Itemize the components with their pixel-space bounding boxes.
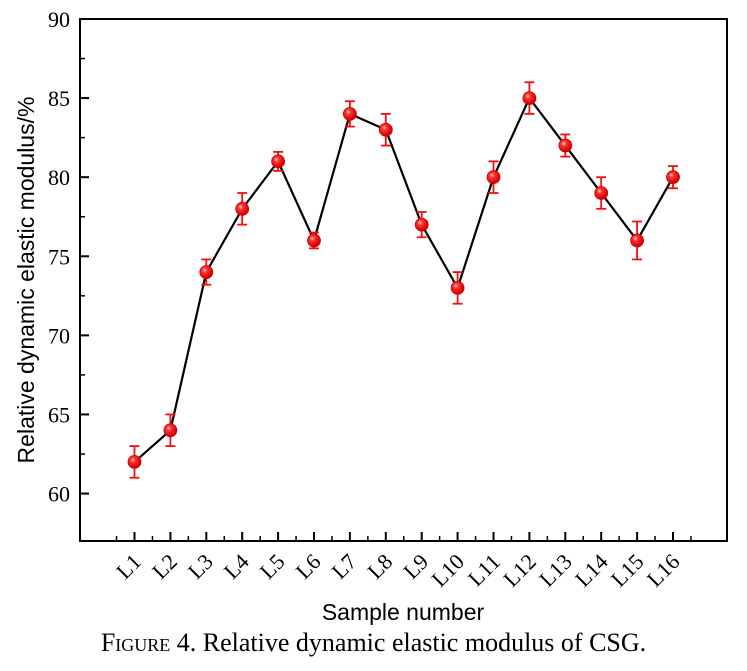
x-tick-label: L12 <box>498 549 541 592</box>
data-point <box>235 201 250 216</box>
y-tick-label: 75 <box>48 244 70 269</box>
x-tick-label: L9 <box>398 549 433 584</box>
data-point <box>630 233 644 248</box>
data-point <box>378 122 393 137</box>
data-point <box>127 455 142 469</box>
y-tick-label: 70 <box>48 323 70 348</box>
figure-caption: Figure 4. Relative dynamic elastic modul… <box>0 628 747 658</box>
x-tick-label: L16 <box>642 549 685 592</box>
data-point <box>594 186 609 200</box>
data-point <box>307 233 321 248</box>
x-tick-label: L7 <box>326 549 361 584</box>
data-point <box>558 138 573 153</box>
x-tick-label: L8 <box>362 549 397 584</box>
figure-caption-text: Relative dynamic elastic modulus of CSG. <box>202 628 647 657</box>
x-axis-title: Sample number <box>322 599 485 625</box>
plot-frame <box>79 18 728 542</box>
y-tick-label: 60 <box>48 482 70 507</box>
y-axis-title: Relative dynamic elastic modulus/% <box>13 97 39 464</box>
y-tick-label: 90 <box>48 7 70 32</box>
figure-label: Figure <box>100 628 171 657</box>
series-line <box>133 95 674 463</box>
data-point <box>486 170 501 185</box>
data-point <box>342 107 357 121</box>
data-point <box>450 281 465 295</box>
x-tick-label: L10 <box>426 549 469 592</box>
figure-number: 4. <box>176 628 197 657</box>
x-tick-label: L1 <box>111 549 146 584</box>
x-tick-label: L14 <box>570 549 613 592</box>
x-tick-label: L6 <box>291 549 326 584</box>
data-point <box>199 265 214 279</box>
x-tick-label: L15 <box>606 549 649 592</box>
x-tick-label: L2 <box>147 549 182 584</box>
x-tick-label: L13 <box>534 549 577 592</box>
data-point <box>522 91 537 105</box>
data-point <box>666 170 680 185</box>
x-tick-label: L5 <box>255 549 290 584</box>
x-tick-label: L11 <box>463 549 505 591</box>
data-point <box>163 423 178 438</box>
y-tick-label: 85 <box>48 86 70 111</box>
y-tick-label: 65 <box>48 402 70 427</box>
y-axis: 60 65 70 75 80 85 90 <box>48 7 89 507</box>
x-tick-label: L4 <box>219 549 254 584</box>
data-series <box>127 81 680 479</box>
data-point <box>271 154 286 169</box>
data-point <box>414 217 429 232</box>
x-tick-label: L3 <box>183 549 218 584</box>
y-tick-label: 80 <box>48 165 70 190</box>
